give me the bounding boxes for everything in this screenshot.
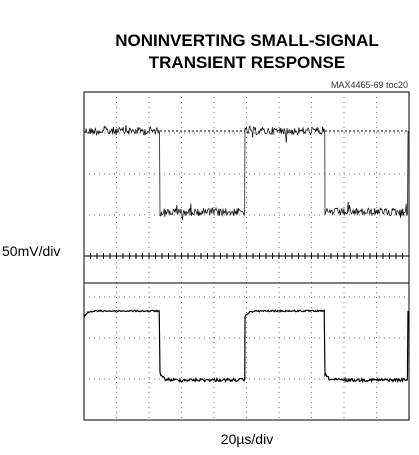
grid (83, 92, 410, 420)
input-trace (83, 124, 409, 221)
x-scale-label: 20µs/div (221, 431, 273, 447)
title-line: NONINVERTING SMALL-SIGNAL (115, 31, 379, 50)
traces (83, 124, 409, 384)
y-scale-label: 50mV/div (2, 243, 60, 259)
title-line: TRANSIENT RESPONSE (149, 53, 345, 72)
output-trace (83, 309, 409, 384)
figure-id: MAX4465-69 toc20 (331, 80, 408, 90)
